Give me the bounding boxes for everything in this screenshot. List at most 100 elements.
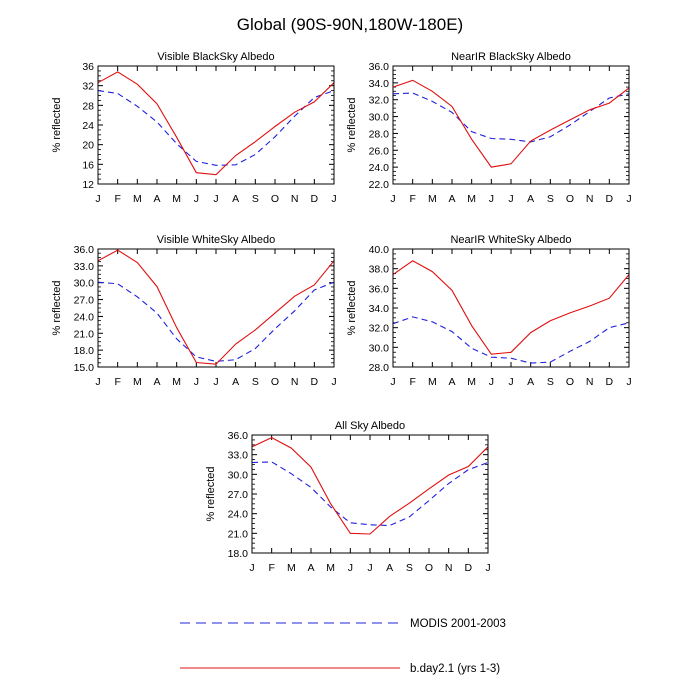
series-modis-line	[392, 92, 630, 143]
x-tick-label: O	[566, 376, 574, 388]
panel-title: NearIR WhiteSky Albedo	[450, 234, 571, 246]
y-tick-label: 24.0	[74, 311, 95, 323]
y-tick-label: 28	[82, 100, 94, 112]
x-tick-label: A	[232, 193, 239, 205]
x-tick-label: M	[172, 376, 181, 388]
y-tick-label: 36.0	[74, 244, 95, 256]
y-tick-label: 20	[82, 140, 94, 152]
x-tick-label: M	[287, 562, 296, 574]
y-tick-label: 38.0	[369, 264, 390, 276]
x-tick-label: J	[331, 376, 336, 388]
x-tick-label: M	[133, 376, 142, 388]
main-title: Global (90S-90N,180W-180E)	[237, 15, 463, 34]
x-tick-label: J	[508, 376, 513, 388]
x-tick-label: J	[331, 193, 336, 205]
x-tick-label: O	[566, 193, 574, 205]
panel-3: Visible WhiteSky Albedo % reflected 15.0 18…	[51, 234, 337, 388]
y-tick-label: 28.0	[369, 128, 390, 140]
legend-model-label: b.day2.1 (yrs 1-3)	[410, 663, 500, 675]
x-tick-label: S	[547, 193, 554, 205]
x-tick-label: J	[390, 193, 395, 205]
x-tick-label: M	[467, 193, 476, 205]
x-tick-label: J	[213, 193, 218, 205]
y-axis-label: % reflected	[51, 280, 63, 335]
y-tick-label: 21.0	[228, 528, 249, 540]
x-tick-label: F	[114, 193, 120, 205]
y-tick-label: 36.0	[228, 430, 249, 442]
series-modis-line	[392, 316, 630, 364]
x-tick-label: N	[586, 376, 594, 388]
y-tick-label: 12	[82, 179, 94, 191]
x-tick-label: A	[448, 193, 455, 205]
x-tick-label: N	[291, 193, 299, 205]
series-model-line	[392, 260, 630, 355]
x-tick-label: J	[95, 376, 100, 388]
x-tick-label: S	[252, 193, 259, 205]
panels: Visible BlackSky Albedo % reflected 12 16 20…	[51, 51, 632, 574]
plot-frame	[392, 65, 630, 185]
legend: MODIS 2001-2003 b.day2.1 (yrs 1-3)	[180, 618, 506, 675]
panel-title: All Sky Albedo	[335, 420, 405, 432]
y-tick-label: 27.0	[228, 489, 249, 501]
x-tick-label: D	[606, 193, 614, 205]
y-tick-label: 15.0	[74, 362, 95, 374]
x-tick-label: J	[626, 376, 631, 388]
x-tick-label: M	[172, 193, 181, 205]
x-tick-label: J	[194, 376, 199, 388]
x-tick-label: J	[489, 376, 494, 388]
panel-title: Visible WhiteSky Albedo	[157, 234, 275, 246]
panel-title: Visible BlackSky Albedo	[157, 51, 274, 63]
x-tick-label: N	[445, 562, 453, 574]
x-tick-label: N	[291, 376, 299, 388]
y-tick-label: 36.0	[369, 283, 390, 295]
panel-title: NearIR BlackSky Albedo	[451, 51, 571, 63]
x-tick-label: F	[268, 562, 274, 574]
y-tick-label: 33.0	[74, 261, 95, 273]
x-tick-label: A	[527, 376, 534, 388]
x-tick-label: M	[428, 376, 437, 388]
plot-frame	[251, 434, 489, 554]
y-tick-label: 30.0	[369, 342, 390, 354]
panel-2: NearIR BlackSky Albedo % reflected 22.0 24.…	[346, 51, 632, 205]
x-tick-label: J	[194, 193, 199, 205]
x-tick-label: A	[153, 193, 160, 205]
plot-frame	[97, 65, 335, 185]
y-tick-label: 27.0	[74, 295, 95, 307]
x-tick-label: F	[409, 376, 415, 388]
y-tick-label: 34.0	[369, 78, 390, 90]
x-tick-label: J	[626, 193, 631, 205]
y-tick-label: 30.0	[369, 112, 390, 124]
y-tick-label: 24.0	[228, 509, 249, 521]
y-tick-label: 18.0	[74, 345, 95, 357]
plot-frame	[392, 248, 630, 368]
y-tick-label: 34.0	[369, 303, 390, 315]
x-tick-label: N	[586, 193, 594, 205]
x-tick-label: S	[406, 562, 413, 574]
y-tick-label: 40.0	[369, 244, 390, 256]
x-tick-label: J	[348, 562, 353, 574]
x-tick-label: O	[271, 376, 279, 388]
x-tick-label: D	[311, 376, 319, 388]
x-tick-label: A	[232, 376, 239, 388]
y-tick-label: 32.0	[369, 323, 390, 335]
plot-frame	[97, 248, 335, 368]
x-tick-label: J	[367, 562, 372, 574]
x-tick-label: J	[390, 376, 395, 388]
x-tick-label: A	[448, 376, 455, 388]
x-tick-label: M	[133, 193, 142, 205]
x-tick-label: M	[428, 193, 437, 205]
y-tick-label: 28.0	[369, 362, 390, 374]
x-tick-label: F	[409, 193, 415, 205]
series-model-line	[392, 79, 630, 168]
x-tick-label: M	[326, 562, 335, 574]
x-tick-label: D	[465, 562, 473, 574]
series-model-line	[97, 71, 335, 176]
x-tick-label: J	[249, 562, 254, 574]
x-tick-label: M	[467, 376, 476, 388]
x-tick-label: F	[114, 376, 120, 388]
x-tick-label: S	[547, 376, 554, 388]
series-modis-line	[251, 461, 489, 527]
x-tick-label: A	[153, 376, 160, 388]
x-tick-label: J	[485, 562, 490, 574]
